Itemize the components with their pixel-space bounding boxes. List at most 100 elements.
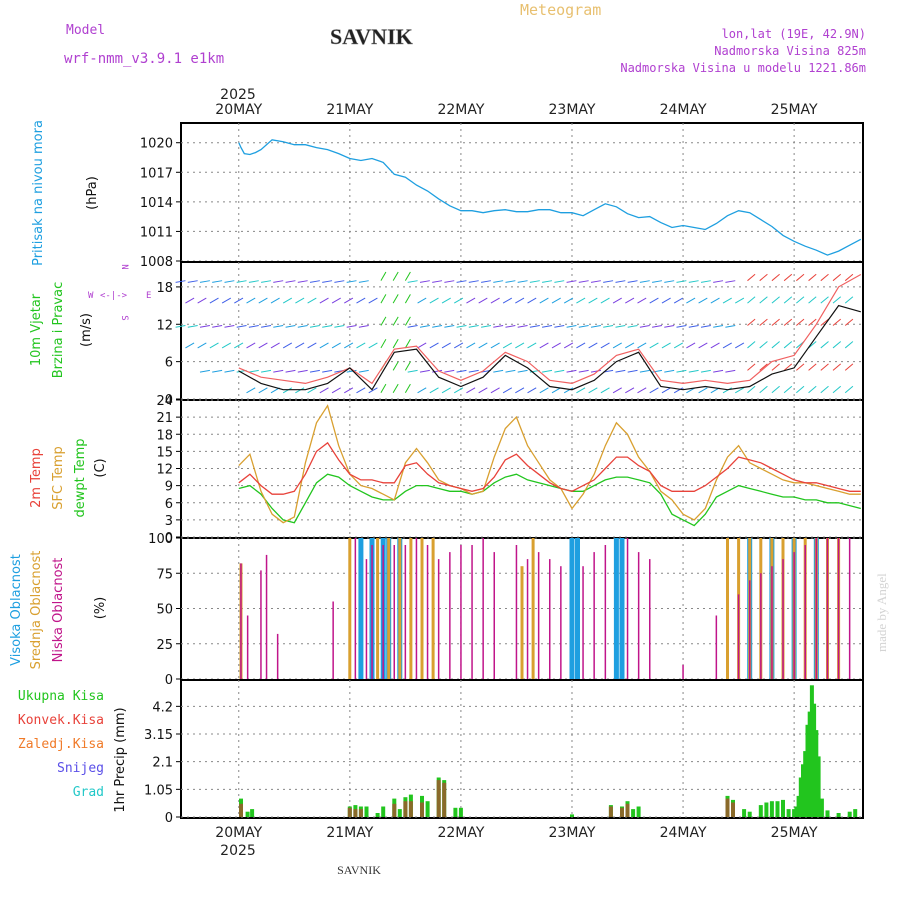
product-title: Meteogram (520, 1, 601, 19)
wind-arrow (625, 297, 635, 304)
wind-arrow (429, 297, 439, 304)
wind-arrow (725, 325, 736, 328)
wind-arrow (407, 280, 418, 283)
cloud-unit-label: (%) (93, 597, 108, 620)
wind-arrow (331, 387, 341, 394)
wind-arrow (212, 369, 223, 373)
footer-location: SAVNIK (337, 863, 381, 877)
y-tick-label: 6 (165, 356, 173, 371)
wind-arrow (505, 369, 516, 373)
wind-arrow (796, 385, 805, 394)
precip_total-bar (364, 806, 369, 817)
wind-arrow (759, 385, 768, 394)
precip_conv-bar (436, 780, 441, 817)
wind-arrow (331, 297, 341, 304)
y-tick-label: 75 (156, 567, 173, 582)
wind-arrow (639, 369, 650, 373)
wind-arrow (783, 385, 793, 394)
wind-arrow (478, 297, 488, 304)
compass-east: E (146, 291, 151, 301)
wind-arrow (615, 369, 626, 373)
wind-arrow (236, 280, 247, 283)
wind-arrow (261, 280, 272, 283)
wind-arrow (771, 341, 780, 349)
wind-arrow (248, 280, 259, 283)
precip_conv-bar (625, 803, 630, 817)
precip-legend-item: Ukupna Kisa (18, 689, 104, 704)
wind-arrow (820, 318, 829, 326)
wind-arrow (673, 342, 684, 349)
wind-arrow (453, 387, 464, 394)
y-tick-label: 25 (156, 638, 173, 653)
precip_conv-bar (353, 809, 358, 817)
wind-arrow (404, 383, 411, 394)
wind-arrow (688, 325, 699, 328)
wind-arrow (502, 387, 513, 394)
wind-arrow (576, 297, 586, 304)
wind-arrow (490, 342, 500, 349)
t2m-line (238, 441, 861, 495)
wind-arrow (285, 369, 296, 373)
wind-arrow (652, 369, 663, 373)
wind-arrow (590, 325, 601, 328)
wind-arrow (404, 271, 411, 281)
wind-arrow (539, 387, 549, 394)
wind-arrow (380, 294, 387, 304)
precip_conv-bar (725, 798, 730, 817)
wind-arrow (246, 342, 256, 349)
model-label: Model (66, 23, 105, 38)
wind-arrow (188, 370, 198, 372)
wind-arrow (334, 280, 345, 283)
wind-arrow (615, 280, 626, 283)
wind-arrow (652, 325, 663, 328)
precip_total-bar (570, 814, 574, 817)
cloud_low-bar (715, 615, 718, 679)
wind-arrow (322, 280, 333, 283)
cloud_low-bar (793, 552, 795, 679)
cloud_low-bar (415, 538, 418, 679)
wind-arrow (432, 280, 443, 283)
wind-arrow (307, 297, 317, 304)
wind-arrow (490, 387, 500, 394)
wind-arrow (478, 342, 488, 349)
y-tick-label: 0 (165, 811, 173, 826)
wind-arrows (175, 271, 854, 394)
wind-arrow (686, 297, 696, 304)
y-tick-label: 0 (165, 393, 173, 408)
model-altitude-text: Nadmorska Visina u modelu 1221.86m (620, 61, 866, 75)
precip_conv-bar (403, 801, 408, 817)
wind-arrow (380, 383, 387, 394)
wind-arrow (261, 325, 272, 328)
wind-arrow (820, 385, 829, 394)
wind-arrow (698, 387, 708, 394)
wind-arrow (664, 369, 675, 373)
wind-arrow (517, 369, 528, 373)
wind-arrow (771, 273, 780, 282)
bottom-date-label: 20MAY (215, 825, 262, 841)
wind-arrow (771, 385, 780, 394)
wind-arrow (820, 296, 829, 304)
cloud_low-bar (460, 545, 462, 679)
wind-arrow (331, 342, 341, 349)
coords-text: lon,lat (19E, 42.9N) (722, 27, 867, 41)
cloud_low-bar (332, 601, 334, 679)
wind-arrow (221, 297, 232, 304)
wind-arrow (529, 325, 540, 328)
wind-axis-title: 10m Vjetar (29, 293, 44, 366)
precip_total-bar (853, 809, 858, 817)
wind-arrow (502, 297, 513, 304)
wind-arrow (456, 325, 467, 328)
wind-arrow (576, 342, 586, 349)
wind-arrow (783, 318, 793, 326)
y-tick-label: 1014 (140, 196, 173, 211)
wind-unit-label: (m/s) (79, 313, 94, 347)
wind-arrow (844, 296, 854, 304)
wind-arrow (224, 369, 235, 373)
wind-arrow (700, 280, 711, 283)
wind-arrow (844, 318, 854, 326)
cloud_mid-bar (726, 538, 729, 679)
cloud_low-bar (382, 545, 384, 679)
precip-legend-item: Zaledj.Kisa (18, 737, 104, 752)
y-tick-label: 0 (165, 673, 173, 688)
panels: 1008 1011 1014 1017 1020 Pritisak na nivou mo… (9, 120, 864, 826)
